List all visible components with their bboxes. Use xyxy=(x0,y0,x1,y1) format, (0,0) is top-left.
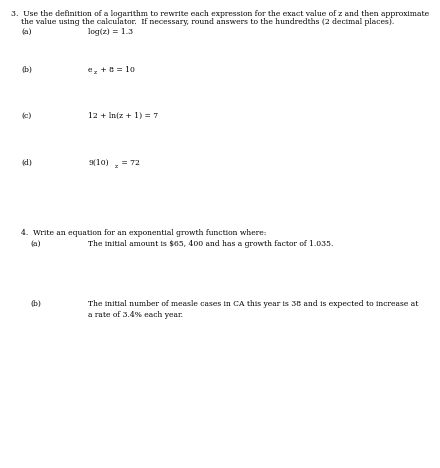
Text: 12 + ln(z + 1) = 7: 12 + ln(z + 1) = 7 xyxy=(88,112,158,120)
Text: e: e xyxy=(88,66,92,73)
Text: (b): (b) xyxy=(21,66,32,73)
Text: 4.  Write an equation for an exponential growth function where:: 4. Write an equation for an exponential … xyxy=(21,229,267,237)
Text: = 72: = 72 xyxy=(119,159,139,167)
Text: The initial amount is $65, 400 and has a growth factor of 1.035.: The initial amount is $65, 400 and has a… xyxy=(88,240,334,248)
Text: (b): (b) xyxy=(30,300,41,307)
Text: 9(10): 9(10) xyxy=(88,159,109,167)
Text: (a): (a) xyxy=(30,240,40,248)
Text: (d): (d) xyxy=(21,159,32,167)
Text: z: z xyxy=(114,164,118,169)
Text: 3.  Use the definition of a logarithm to rewrite each expression for the exact v: 3. Use the definition of a logarithm to … xyxy=(11,10,429,18)
Text: + 8 = 10: + 8 = 10 xyxy=(98,66,135,73)
Text: The initial number of measle cases in CA this year is 38 and is expected to incr: The initial number of measle cases in CA… xyxy=(88,300,418,307)
Text: (a): (a) xyxy=(21,28,32,36)
Text: z: z xyxy=(94,70,97,75)
Text: log(z) = 1.3: log(z) = 1.3 xyxy=(88,28,133,36)
Text: (c): (c) xyxy=(21,112,31,120)
Text: a rate of 3.4% each year.: a rate of 3.4% each year. xyxy=(88,311,183,319)
Text: the value using the calculator.  If necessary, round answers to the hundredths (: the value using the calculator. If neces… xyxy=(21,18,394,26)
